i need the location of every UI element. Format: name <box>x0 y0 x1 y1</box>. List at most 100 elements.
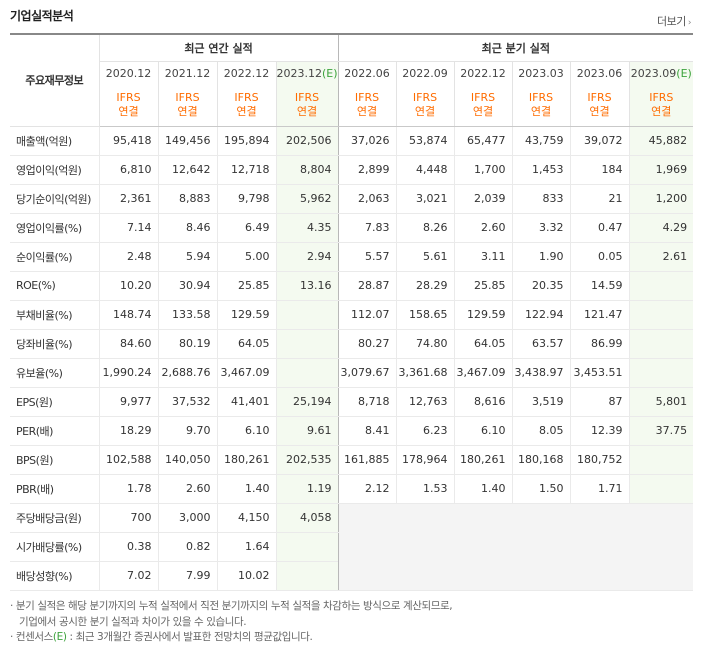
annual-value-cell: 700 <box>98 502 158 533</box>
quarter-value-cell: 1.90 <box>511 242 571 272</box>
annual-value-cell: 12,718 <box>216 155 276 185</box>
quarter-value-cell: 180,261 <box>453 445 513 475</box>
table-row: EPS(원) 9,977 37,532 41,401 25,194 8,718 12,763… <box>10 386 694 417</box>
quarter-value-cell: 3,438.97 <box>511 358 571 388</box>
table-row: BPS(원) 102,588 140,050 180,261 202,535 161,88… <box>10 445 694 475</box>
row-label: 당기순이익(억원) <box>10 184 99 214</box>
quarter-value-cell: 0.47 <box>569 212 630 243</box>
annual-group-header: 최근 연간 실적 <box>98 34 339 62</box>
quarter-period-header: 2023.09(E) <box>628 61 694 85</box>
row-label: EPS(원) <box>10 386 99 417</box>
footnote-quarterly: · 분기 실적은 해당 분기까지의 누적 실적에서 직전 분기까지의 누적 실적… <box>10 600 453 612</box>
quarter-value-cell: 1.53 <box>395 474 455 504</box>
annual-value-cell: 9,977 <box>98 386 158 417</box>
quarter-value-cell: 5.61 <box>395 242 455 272</box>
accounting-standard-header: IFRS 연결 <box>628 85 694 127</box>
quarter-value-cell: 28.87 <box>337 271 397 301</box>
consensus-label: · 컨센서스 <box>10 631 53 643</box>
row-label: 순이익률(%) <box>10 242 99 272</box>
annual-value-cell: 6,810 <box>98 155 158 185</box>
row-label: BPS(원) <box>10 445 99 475</box>
accounting-standard-label: IFRS <box>470 91 496 105</box>
table-row: ROE(%) 10.20 30.94 25.85 13.16 28.87 28.29 25.8… <box>10 271 694 301</box>
quarter-value-cell: 121.47 <box>569 299 630 330</box>
row-label: 영업이익률(%) <box>10 212 99 243</box>
annual-value-cell: 95,418 <box>98 126 158 156</box>
quarter-value-cell: 3,453.51 <box>569 358 630 388</box>
annual-value-cell: 2,361 <box>98 184 158 214</box>
annual-value-cell: 148.74 <box>98 299 158 330</box>
annual-value-cell: 10.02 <box>216 561 276 591</box>
row-label: 당좌비율(%) <box>10 329 99 359</box>
quarter-period-label: 2023.06 <box>576 66 623 80</box>
annual-value-cell: 18.29 <box>98 416 158 446</box>
consolidation-label: 연결 <box>414 105 436 119</box>
more-link[interactable]: 더보기 › <box>657 13 692 29</box>
quarter-period-header: 2023.06 <box>569 61 630 85</box>
quarter-value-cell: 1,453 <box>511 155 571 185</box>
quarter-value-cell: 43,759 <box>511 126 571 156</box>
annual-value-cell: 3,467.09 <box>216 358 276 388</box>
annual-value-cell: 195,894 <box>216 126 276 156</box>
quarter-value-cell: 3,519 <box>511 386 571 417</box>
quarter-value-cell: 12.39 <box>569 416 630 446</box>
quarter-value-cell: 20.35 <box>511 271 571 301</box>
quarter-value-cell: 39,072 <box>569 126 630 156</box>
annual-period-label: 2021.12 <box>164 66 211 80</box>
quarter-value-cell: 64.05 <box>453 329 513 359</box>
annual-value-cell <box>275 532 339 562</box>
annual-period-label: 2023.12 <box>276 66 323 80</box>
accounting-standard-label: IFRS <box>587 91 612 105</box>
quarter-value-cell: 65,477 <box>453 126 513 156</box>
financial-table: 주요재무정보 최근 연간 실적 최근 분기 실적 2020.12 2021.12 2022… <box>10 33 694 591</box>
quarter-value-cell: 1.40 <box>453 474 513 504</box>
table-row: 영업이익(억원) 6,810 12,642 12,718 8,804 2,899 4,448… <box>10 155 694 185</box>
quarter-value-cell: 25.85 <box>453 271 513 301</box>
annual-value-cell <box>275 358 339 388</box>
table-row: 매출액(억원) 95,418 149,456 195,894 202,506 37,026… <box>10 126 694 156</box>
consolidation-label: 연결 <box>177 105 198 119</box>
annual-value-cell: 1.40 <box>216 474 276 504</box>
annual-value-cell: 180,261 <box>216 445 276 475</box>
annual-value-cell: 12,642 <box>157 155 217 185</box>
table-row: 배당성향(%) 7.02 7.99 10.02 <box>10 561 693 591</box>
quarter-value-cell: 3,361.68 <box>395 358 455 388</box>
accounting-standard-header: IFRS 연결 <box>395 85 455 127</box>
quarter-value-cell: 1.50 <box>511 474 571 504</box>
quarter-value-cell: 8,718 <box>337 386 397 417</box>
quarter-period-label: 2023.09 <box>630 66 677 80</box>
accounting-standard-header: IFRS 연결 <box>453 85 513 127</box>
footnote-consensus: · 컨센서스(E) : 최근 3개월간 증권사에서 발표한 전망치의 평균값입니… <box>10 630 452 646</box>
accounting-standard-label: IFRS <box>412 91 438 105</box>
quarter-value-cell: 28.29 <box>395 271 455 301</box>
annual-value-cell: 4,150 <box>216 502 276 533</box>
annual-value-cell: 1.19 <box>275 474 339 504</box>
consolidation-label: 연결 <box>472 105 494 119</box>
annual-value-cell: 25.85 <box>216 271 276 301</box>
consolidation-label: 연결 <box>296 105 318 119</box>
table-row: 시가배당률(%) 0.38 0.82 1.64 <box>10 532 693 562</box>
row-label: PER(배) <box>10 416 99 446</box>
quarter-value-cell: 2.60 <box>453 212 513 243</box>
annual-value-cell: 4.35 <box>275 212 339 243</box>
quarter-value-cell: 184 <box>569 155 630 185</box>
annual-period-header: 2021.12 <box>157 61 217 85</box>
accounting-standard-label: IFRS <box>294 91 320 105</box>
quarter-value-cell: 12,763 <box>395 386 455 417</box>
annual-period-header: 2022.12 <box>216 61 276 85</box>
accounting-standard-label: IFRS <box>234 91 259 105</box>
table-row: PBR(배) 1.78 2.60 1.40 1.19 2.12 1.53 1.40 1.50 1.… <box>10 474 694 504</box>
accounting-standard-label: IFRS <box>175 91 200 105</box>
quarter-value-cell: 86.99 <box>569 329 630 359</box>
quarter-value-cell: 87 <box>569 386 630 417</box>
quarter-value-cell <box>628 358 694 388</box>
consensus-estimate-mark: (E) <box>52 631 67 643</box>
quarter-period-label: 2022.06 <box>344 66 390 80</box>
quarter-value-cell: 180,752 <box>569 445 630 475</box>
table-row: 순이익률(%) 2.48 5.94 5.00 2.94 5.57 5.61 3.11 1.90 0… <box>10 242 694 272</box>
quarter-value-cell: 3,079.67 <box>337 358 397 388</box>
quarter-value-cell: 6.10 <box>453 416 513 446</box>
annual-value-cell: 3,000 <box>157 502 217 533</box>
annual-value-cell <box>275 299 339 330</box>
row-label: 매출액(억원) <box>10 126 99 156</box>
